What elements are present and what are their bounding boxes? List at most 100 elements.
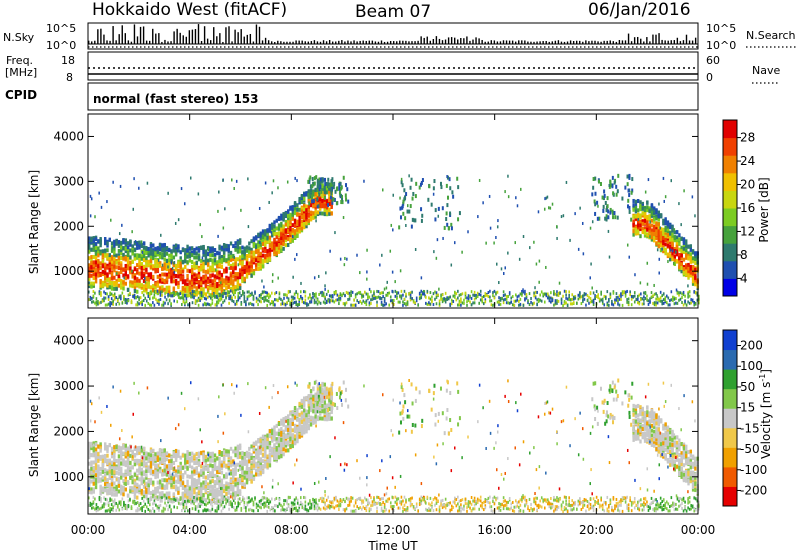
- velocity-cell: [111, 482, 113, 486]
- power-cell: [675, 297, 677, 300]
- power-cell: [90, 255, 92, 259]
- power-cell: [605, 296, 607, 299]
- power-cell: [218, 191, 220, 194]
- velocity-cell: [147, 459, 149, 463]
- velocity-cell: [93, 487, 95, 491]
- power-cell: [474, 291, 476, 294]
- power-cell: [136, 271, 138, 275]
- power-cell: [256, 297, 258, 300]
- nsky-bar: [106, 40, 107, 44]
- power-cell: [90, 195, 92, 198]
- power-cell: [318, 293, 320, 296]
- power-cell: [438, 288, 440, 291]
- power-cell: [449, 303, 451, 306]
- power-cell: [205, 283, 207, 287]
- power-cell: [355, 304, 357, 307]
- power-cell: [202, 262, 204, 266]
- power-cell: [480, 290, 482, 293]
- power-cell: [627, 175, 629, 179]
- power-cell: [189, 269, 191, 273]
- velocity-cell: [93, 460, 95, 464]
- power-cell: [340, 186, 342, 190]
- nave-tick-top: 60: [706, 54, 720, 67]
- power-cell: [646, 232, 648, 236]
- power-cell: [680, 253, 682, 257]
- power-cell: [131, 260, 133, 264]
- power-cell: [147, 278, 149, 282]
- power-cell: [623, 290, 625, 293]
- power-cell: [111, 297, 113, 300]
- power-cell: [137, 295, 139, 298]
- power-cell: [177, 285, 179, 289]
- velocity-cell: [161, 483, 163, 487]
- freq-tick-bottom: 8: [66, 71, 73, 84]
- nsearch-label: N.Search: [746, 29, 796, 42]
- power-cell: [120, 241, 122, 245]
- power-cell: [328, 208, 330, 212]
- power-cell: [98, 192, 100, 195]
- power-cell: [90, 214, 92, 217]
- power-cell: [542, 293, 544, 296]
- power-cell: [510, 297, 512, 300]
- power-cell: [168, 248, 170, 252]
- power-cell: [234, 262, 236, 266]
- power-cell: [173, 255, 175, 259]
- beam-title: Beam 07: [355, 2, 431, 22]
- power-cell: [442, 293, 444, 296]
- power-cell: [246, 257, 248, 261]
- power-cell: [138, 265, 140, 269]
- power-cell: [221, 265, 223, 269]
- power-cell: [454, 296, 456, 299]
- velocity-cell: [141, 468, 143, 472]
- power-cell: [166, 259, 168, 263]
- power-cell: [334, 291, 336, 294]
- power-cell: [321, 184, 323, 188]
- power-cell: [292, 276, 294, 279]
- power-cell: [289, 207, 291, 211]
- power-cell: [120, 297, 122, 300]
- power-cell: [255, 263, 257, 267]
- power-cell: [186, 286, 188, 290]
- velocity-cell: [141, 472, 143, 476]
- power-cell: [509, 302, 511, 305]
- power-cell: [241, 246, 243, 250]
- power-cell: [373, 297, 375, 300]
- power-colorbar-tick-label: 4: [740, 271, 748, 285]
- power-cell: [263, 290, 265, 293]
- power-cell: [559, 292, 561, 295]
- power-cell: [318, 275, 320, 278]
- power-cell: [244, 255, 246, 259]
- power-cell: [446, 184, 448, 188]
- power-cell: [152, 243, 154, 247]
- nsky-bar: [661, 40, 662, 44]
- power-cell: [352, 291, 354, 294]
- power-cell: [403, 188, 405, 192]
- velocity-cell: [125, 482, 127, 486]
- nsky-bar: [112, 26, 113, 44]
- power-cell: [99, 292, 101, 295]
- power-cell: [612, 176, 614, 180]
- power-cell: [170, 250, 172, 254]
- power-cell: [223, 283, 225, 287]
- power-cell: [449, 295, 451, 298]
- velocity-cell: [113, 462, 115, 466]
- power-cell: [579, 295, 581, 298]
- power-cell: [262, 259, 264, 263]
- nsky-bar: [478, 38, 479, 44]
- power-cell: [282, 302, 284, 305]
- power-cell: [680, 298, 682, 301]
- power-cell: [104, 267, 106, 271]
- power-cell: [327, 290, 329, 293]
- power-cell: [664, 242, 666, 246]
- power-cell: [207, 302, 209, 305]
- power-cell: [143, 241, 145, 245]
- freq-panel-frame: [88, 52, 698, 80]
- power-cell: [401, 178, 403, 181]
- power-cell: [407, 301, 409, 304]
- power-cell: [90, 248, 92, 252]
- power-cell: [224, 292, 226, 295]
- velocity-cell: [122, 473, 124, 477]
- power-cell: [245, 300, 247, 303]
- power-cell: [617, 189, 619, 193]
- power-cell: [134, 253, 136, 257]
